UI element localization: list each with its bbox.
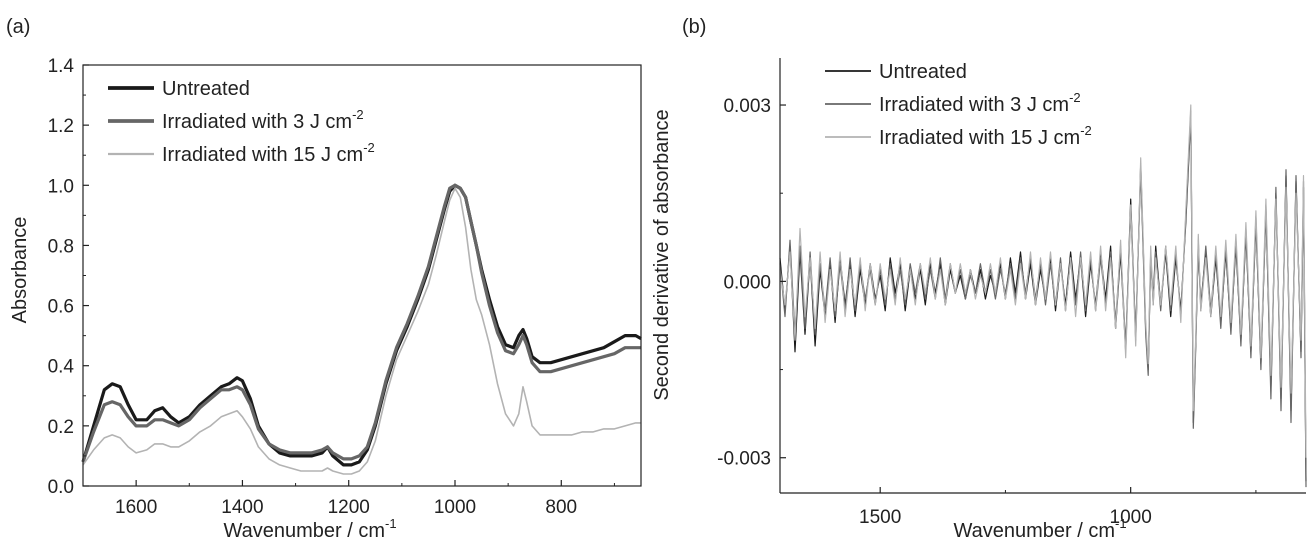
panel-b-legend-entry: Irradiated with 15 J cm-2 [879, 123, 1092, 149]
panel-a-x-tick-label: 800 [545, 497, 577, 518]
panel-b-chart: (b) 1500 1000 -0.003 0.000 0.003 Wavenumber … [651, 16, 1307, 542]
panel-b-series-lines [779, 104, 1307, 488]
panel-b-series-line-2 [779, 110, 1307, 488]
panel-a-legend-entry: Irradiated with 3 J cm-2 [162, 107, 364, 133]
panel-a-legend: Untreated Irradiated with 3 J cm-2 Irradia… [108, 78, 375, 166]
panel-a-x-tick-label: 1400 [221, 497, 263, 518]
panel-a-legend-entry: Untreated [162, 78, 250, 100]
panel-b-series-line-3 [779, 104, 1307, 458]
panel-a-x-axis-label: Wavenumber / cm-1 [223, 516, 396, 542]
panel-a-y-tick-label: 0.4 [48, 357, 75, 378]
panel-a-axes: 1600 1400 1200 1000 800 0.0 0.2 0.4 0.6 0.8 1.0 1.2… [48, 56, 642, 518]
panel-a-y-tick-label: 0.8 [48, 236, 74, 257]
panel-a-series-line-3 [82, 187, 641, 475]
panel-b-legend: Untreated Irradiated with 3 J cm-2 Irradia… [825, 61, 1092, 149]
panel-a-y-tick-label: 1.0 [48, 176, 74, 197]
panel-a-y-tick-label: 1.2 [48, 116, 74, 137]
panel-a-series-lines [81, 183, 642, 475]
panel-b-legend-entry: Irradiated with 3 J cm-2 [879, 90, 1081, 116]
panel-b-y-tick-label: 0.000 [723, 272, 771, 293]
panel-b-x-tick-label: 1000 [1110, 507, 1152, 528]
panel-a-x-tick-label: 1600 [115, 497, 157, 518]
panel-a-y-tick-label: 0.2 [48, 417, 74, 438]
panel-a-series-line-2 [81, 183, 641, 463]
panel-a-y-tick-label: 0.0 [48, 477, 74, 498]
panel-a-x-tick-label: 1200 [328, 497, 370, 518]
panel-a-x-tick-label: 1000 [434, 497, 476, 518]
panel-a-label: (a) [6, 16, 30, 38]
panel-b-series-line-1 [779, 116, 1307, 482]
panel-a-chart: (a) 1600 1400 1200 1000 800 0.0 0.2 0.4 0.6 0.8 1.… [6, 16, 642, 542]
panel-b-y-tick-label: -0.003 [717, 449, 771, 470]
panel-b-axes: 1500 1000 -0.003 0.000 0.003 [717, 58, 1306, 528]
panel-b-y-axis-label: Second derivative of absorbance [651, 109, 673, 400]
panel-b-y-tick-label: 0.003 [723, 96, 771, 117]
panel-b-x-axis-label: Wavenumber / cm-1 [953, 516, 1126, 542]
panel-a-y-tick-label: 1.4 [48, 56, 75, 77]
panel-a-legend-entry: Irradiated with 15 J cm-2 [162, 140, 375, 166]
panel-b-legend-entry: Untreated [879, 61, 967, 83]
panel-a-y-tick-label: 0.6 [48, 297, 74, 318]
panel-a-y-axis-label: Absorbance [9, 217, 31, 324]
panel-b-label: (b) [682, 16, 706, 38]
panel-b-x-tick-label: 1500 [859, 507, 901, 528]
